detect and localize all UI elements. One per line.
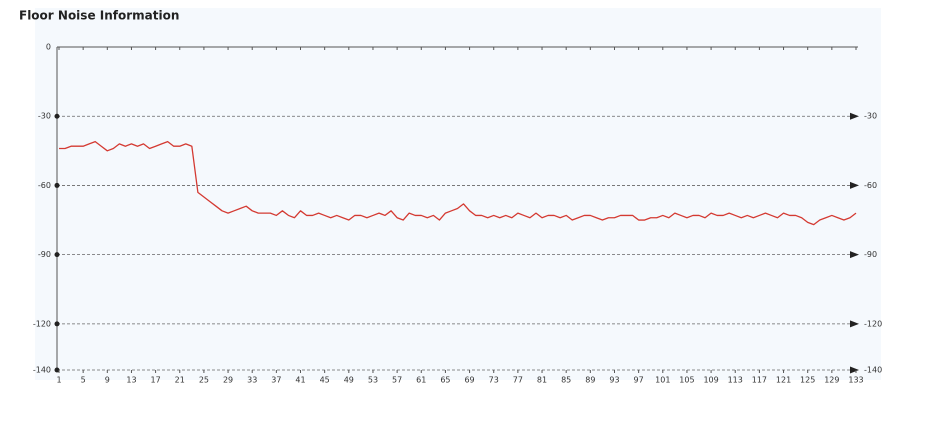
y2-tick-arrow (850, 320, 859, 328)
x-tick-label: 73 (489, 376, 499, 385)
y2-tick-label: -140 (864, 366, 882, 375)
x-tick-label: 129 (824, 376, 839, 385)
y2-tick-label: -120 (864, 319, 882, 328)
x-tick-label: 13 (126, 376, 136, 385)
y2-tick-label: -90 (864, 250, 877, 259)
x-tick-label: 105 (679, 376, 694, 385)
x-tick-label: 29 (223, 376, 233, 385)
x-tick-label: 77 (513, 376, 523, 385)
x-tick-label: 41 (295, 376, 305, 385)
x-tick-label: 93 (609, 376, 619, 385)
x-tick-label: 81 (537, 376, 547, 385)
x-tick-label: 61 (416, 376, 426, 385)
y-tick-label: -60 (38, 181, 51, 190)
x-tick-label: 117 (752, 376, 767, 385)
x-tick-label: 85 (561, 376, 571, 385)
x-tick-label: 5 (81, 376, 86, 385)
x-tick-label: 45 (320, 376, 330, 385)
x-tick-label: 113 (728, 376, 743, 385)
y-tick-label: -140 (33, 366, 51, 375)
y-tick-label: 0 (46, 43, 51, 52)
x-tick-label: 1 (56, 376, 61, 385)
x-tick-label: 65 (440, 376, 450, 385)
x-tick-label: 89 (585, 376, 595, 385)
y2-tick-arrow (850, 181, 859, 189)
plot-background (35, 8, 881, 380)
y2-tick-label: -30 (864, 112, 877, 121)
y2-tick-label: -60 (864, 181, 877, 190)
x-tick-label: 57 (392, 376, 402, 385)
y-tick-label: -90 (38, 250, 51, 259)
y2-tick-arrow (850, 112, 859, 120)
data-line (59, 140, 857, 226)
y-tick-label: -30 (38, 112, 51, 121)
x-tick-label: 101 (655, 376, 670, 385)
x-tick-label: 37 (271, 376, 281, 385)
x-tick-label: 25 (199, 376, 209, 385)
y2-tick-arrow (850, 366, 859, 374)
y-tick-dot (54, 367, 60, 373)
x-tick-label: 53 (368, 376, 378, 385)
y-tick-label: -120 (33, 319, 51, 328)
x-tick-label: 49 (344, 376, 354, 385)
x-tick-label: 69 (464, 376, 474, 385)
x-tick-label: 121 (776, 376, 791, 385)
x-tick-label: 17 (151, 376, 161, 385)
y2-tick-arrow (850, 251, 859, 259)
y-tick-dot (54, 182, 60, 188)
chart-title: Floor Noise Information (19, 9, 179, 23)
x-tick-label: 97 (634, 376, 644, 385)
x-tick-label: 133 (848, 376, 863, 385)
x-tick-label: 9 (105, 376, 110, 385)
x-tick-label: 21 (175, 376, 185, 385)
x-tick-label: 125 (800, 376, 815, 385)
x-tick-label: 33 (247, 376, 257, 385)
y-tick-dot (54, 113, 60, 119)
x-tick-label: 109 (703, 376, 718, 385)
y-tick-dot (54, 321, 60, 327)
y-tick-dot (54, 252, 60, 258)
